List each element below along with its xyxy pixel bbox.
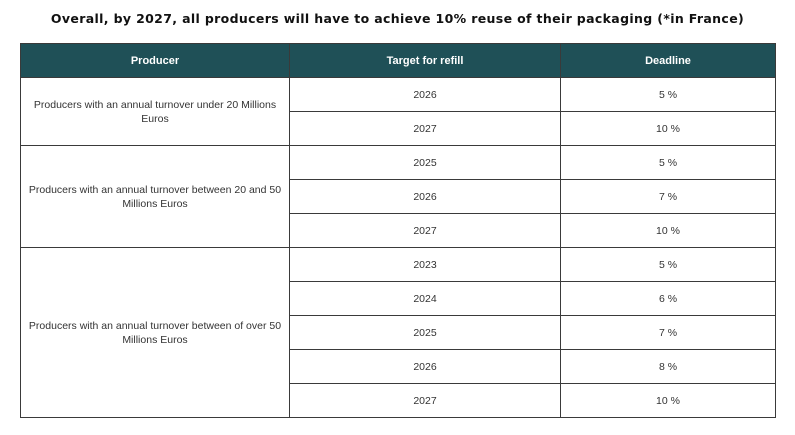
percent-cell: 10 %: [560, 213, 776, 248]
table-row: 2026 8 %: [21, 349, 776, 384]
percent-cell: 5 %: [560, 145, 776, 180]
year-cell: 2023: [289, 247, 561, 282]
percent-cell: 10 %: [560, 383, 776, 418]
percent-cell: 6 %: [560, 281, 776, 316]
year-cell: 2025: [289, 145, 561, 180]
percent-cell: 10 %: [560, 111, 776, 146]
table-row: Producers with an annual turnover under …: [20, 77, 776, 146]
producer-cell: Producers with an annual turnover betwee…: [20, 145, 290, 248]
producer-cell: Producers with an annual turnover betwee…: [20, 247, 290, 418]
year-cell: 2026: [289, 349, 561, 384]
table-row: 2027 10 %: [21, 111, 776, 146]
table-row: 2025 7 %: [21, 315, 776, 350]
table-row: 2027 10 %: [21, 383, 776, 418]
percent-cell: 5 %: [560, 247, 776, 282]
year-cell: 2026: [289, 179, 561, 214]
table-row: Producers with an annual turnover betwee…: [20, 145, 776, 248]
table-header-row: Producer Target for refill Deadline: [20, 43, 776, 78]
column-header-target: Target for refill: [289, 43, 561, 78]
table-row: Producers with an annual turnover betwee…: [20, 247, 776, 418]
table-row: 2027 10 %: [21, 213, 776, 248]
percent-cell: 5 %: [560, 77, 776, 112]
table-row: 2024 6 %: [21, 281, 776, 316]
column-header-deadline: Deadline: [560, 43, 776, 78]
page-title: Overall, by 2027, all producers will hav…: [50, 11, 745, 26]
year-cell: 2027: [289, 213, 561, 248]
year-cell: 2027: [289, 111, 561, 146]
percent-cell: 7 %: [560, 179, 776, 214]
year-cell: 2025: [289, 315, 561, 350]
year-cell: 2026: [289, 77, 561, 112]
percent-cell: 7 %: [560, 315, 776, 350]
refill-targets-table: Producer Target for refill Deadline Prod…: [20, 43, 776, 418]
column-header-producer: Producer: [20, 43, 290, 78]
year-cell: 2024: [289, 281, 561, 316]
year-cell: 2027: [289, 383, 561, 418]
percent-cell: 8 %: [560, 349, 776, 384]
producer-cell: Producers with an annual turnover under …: [20, 77, 290, 146]
